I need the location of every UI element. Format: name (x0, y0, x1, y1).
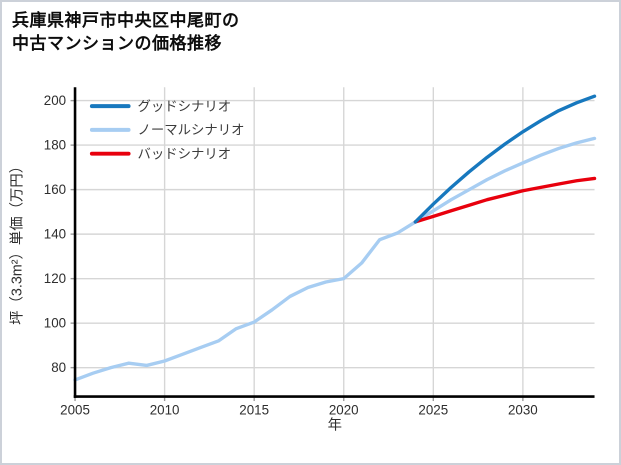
x-axis-tick-label: 2005 (60, 402, 90, 417)
series-line-good-scenario (413, 94, 597, 224)
legend-item-good-scenario: グッドシナリオ (89, 99, 232, 114)
x-axis-tick-label: 2025 (418, 402, 448, 417)
chart-title-line2: 中古マンションの価格推移 (12, 34, 222, 54)
series-line-normal-scenario (73, 136, 597, 382)
y-axis-tick-label: 180 (44, 138, 66, 153)
y-axis-tick-label: 200 (44, 93, 66, 108)
y-axis-tick-label: 80 (51, 360, 66, 375)
x-axis-tick-label: 2030 (508, 402, 538, 417)
tick-labels: 2005 2010 2015 2020 2025 2030 80 100 120 140 160 18… (44, 93, 538, 417)
x-axis-tick-label: 2020 (329, 402, 359, 417)
x-axis-tick-label: 2015 (239, 402, 269, 417)
legend-label-bad-scenario: バッドシナリオ (138, 146, 232, 161)
y-axis-tick-label: 100 (44, 316, 66, 331)
series-line-bad-scenario (413, 176, 597, 224)
y-axis-tick-label: 140 (44, 227, 66, 242)
axes-spines (73, 87, 595, 398)
legend-label-normal-scenario: ノーマルシナリオ (138, 123, 245, 138)
chart-title: 兵庫県神戸市中央区中尾町の 中古マンションの価格推移 (12, 9, 240, 56)
legend-item-bad-scenario: バッドシナリオ (89, 146, 232, 161)
gridlines (75, 87, 595, 397)
y-axis-tick-label: 160 (44, 182, 66, 197)
legend-label-good-scenario: グッドシナリオ (138, 99, 232, 114)
x-axis-label: 年 (328, 416, 342, 433)
x-axis-tick-label: 2010 (150, 402, 180, 417)
legend-item-normal-scenario: ノーマルシナリオ (89, 123, 245, 138)
y-axis-label: 坪（3.3m²）単価（万円） (9, 159, 26, 325)
chart-title-line1: 兵庫県神戸市中央区中尾町の (12, 11, 240, 30)
y-axis-tick-label: 120 (44, 271, 66, 286)
